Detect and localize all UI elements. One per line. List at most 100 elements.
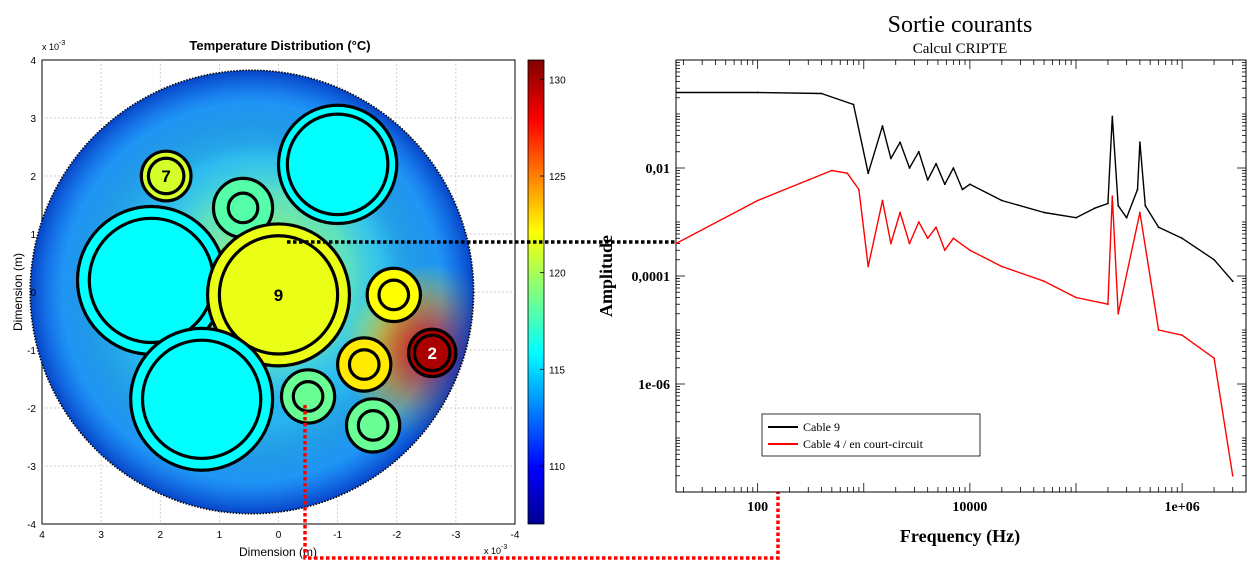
series-point <box>1117 204 1120 207</box>
x-tick-label: 2 <box>157 530 163 541</box>
series-point <box>1144 204 1147 207</box>
series-point <box>867 265 870 268</box>
series-point <box>1157 329 1160 331</box>
series-point <box>846 172 849 175</box>
series-point <box>756 91 759 94</box>
series-point <box>908 242 911 245</box>
y-tick-label: -1 <box>27 346 36 357</box>
colorbar-tick-label: 120 <box>549 269 566 280</box>
series-point <box>917 150 920 153</box>
x-tick-label: -3 <box>451 530 460 541</box>
series-point <box>908 167 911 169</box>
series-line-cable-4 <box>676 169 1234 476</box>
series-point <box>952 237 955 240</box>
series-point <box>1125 216 1128 219</box>
series-point <box>1213 258 1215 261</box>
series-point <box>1181 334 1184 337</box>
x-tick-label: 1 <box>217 530 223 541</box>
spectrum-series <box>676 91 1234 477</box>
y-tick-label: -2 <box>27 404 36 415</box>
series-point <box>917 221 920 223</box>
x-tick-label: 3 <box>98 530 104 541</box>
series-point <box>899 141 902 144</box>
conductor-inner-ring <box>140 338 263 461</box>
series-point <box>756 199 759 202</box>
spectrum-x-label: Frequency (Hz) <box>900 526 1020 547</box>
series-point <box>858 188 860 191</box>
conductor-inner-ring <box>146 156 186 196</box>
x-tick-label: -4 <box>511 530 520 541</box>
colorbar <box>527 59 545 525</box>
x-tick-label: -1 <box>333 530 342 541</box>
heatmap-title: Temperature Distribution (°C) <box>189 38 370 53</box>
series-point <box>968 249 971 252</box>
heatmap-y-label: Dimension (m) <box>11 253 25 331</box>
colorbar-tick-label: 115 <box>549 365 565 376</box>
series-point <box>1157 226 1160 229</box>
series-point <box>889 242 892 245</box>
conductor-label: 7 <box>161 167 170 186</box>
x-tick-label: -2 <box>392 530 401 541</box>
enclosure-boundary <box>29 69 475 515</box>
series-point <box>1043 280 1045 283</box>
series-point <box>899 211 902 214</box>
colorbar-tick-label: 125 <box>549 172 566 183</box>
series-point <box>867 172 870 175</box>
series-point <box>1111 115 1114 118</box>
conductor-7: 2 <box>406 327 458 379</box>
conductor-11 <box>344 397 402 454</box>
series-point <box>1231 474 1234 477</box>
series-point <box>961 188 964 191</box>
heatmap-panel: Temperature Distribution (°C) x 10-3 7 9 2… <box>11 38 566 559</box>
series-point <box>830 169 833 172</box>
series-point <box>1075 296 1077 299</box>
series-point <box>1093 207 1096 210</box>
heatmap-y-multiplier: x 10-3 <box>42 40 65 52</box>
y-tick-label: 0 <box>30 288 36 299</box>
series-point <box>1043 211 1045 214</box>
x-tick-label: 0 <box>276 530 282 541</box>
conductor-3 <box>211 176 275 240</box>
y-tick-label: 3 <box>30 114 36 125</box>
y-tick-label: -4 <box>27 520 36 531</box>
series-point <box>820 92 823 95</box>
series-point <box>1138 141 1141 144</box>
series-point <box>1117 312 1120 315</box>
y-tick-label: 1 <box>30 230 36 241</box>
conductor-inner-ring <box>87 216 216 345</box>
conductor-8 <box>336 336 393 393</box>
conductor-inner-ring <box>412 333 452 373</box>
spectrum-y-label: Amplitude <box>596 235 616 317</box>
conductor-inner-ring <box>347 348 381 381</box>
y-tick-label: -3 <box>27 462 36 473</box>
spectrum-title: Sortie courants <box>888 12 1033 38</box>
spectrum-panel: Sortie courants Calcul CRIPTE 100 10000 1e… <box>596 12 1247 547</box>
conductor-6 <box>365 266 423 324</box>
conductor-5: 9 <box>205 222 352 368</box>
series-point <box>676 242 677 245</box>
conductor-inner-ring <box>217 234 340 356</box>
heatmap-x-label: Dimension (m) <box>239 545 317 559</box>
series-point <box>1111 195 1114 198</box>
conductor-2: 7 <box>139 149 193 203</box>
conductor-inner-ring <box>377 278 411 312</box>
x-tick-label: 1e+06 <box>1165 500 1200 515</box>
y-tick-label: 0,0001 <box>632 270 671 285</box>
series-point <box>1213 357 1215 360</box>
y-tick-label: 0,01 <box>646 162 671 177</box>
conductor-9 <box>129 326 275 472</box>
colorbar-tick-label: 110 <box>549 462 565 473</box>
conductor-10 <box>279 368 337 425</box>
series-point <box>926 237 929 240</box>
series-point <box>881 199 884 202</box>
series-point <box>807 179 810 181</box>
x-tick-label: 4 <box>39 530 45 541</box>
conductor-1 <box>276 103 399 226</box>
series-point <box>1231 280 1234 283</box>
series-point <box>852 103 855 106</box>
series-point <box>889 157 892 160</box>
legend-box <box>761 413 981 457</box>
series-point <box>943 249 946 252</box>
